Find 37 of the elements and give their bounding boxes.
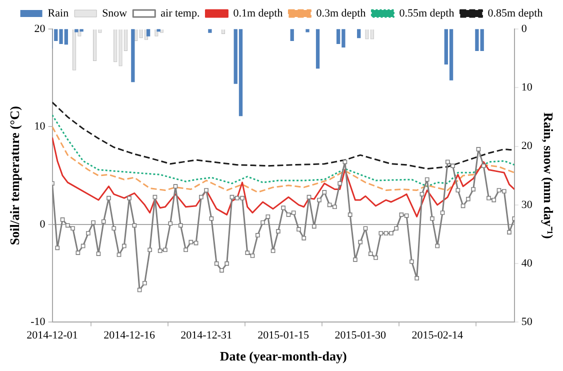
y-tick-label: -10 — [30, 316, 46, 328]
y2-tick-label: 30 — [521, 198, 533, 211]
legend-label: Rain — [48, 7, 70, 20]
line-series — [52, 114, 514, 188]
bar — [146, 29, 150, 36]
bar — [316, 29, 320, 69]
y-tick-label: 20 — [34, 22, 46, 35]
y-tick-label: 10 — [34, 120, 46, 133]
x-tick-label: 2014-12-01 — [26, 330, 78, 342]
legend-label: 0.3m depth — [316, 7, 366, 20]
y2-tick-label: 10 — [521, 82, 533, 94]
y2-axis-title: Rain, snow (mm day⁻¹) — [540, 112, 556, 239]
y2-tick-label: 40 — [521, 257, 533, 270]
legend-label: 0.55m depth — [399, 7, 455, 20]
y2-tick-label: 0 — [521, 22, 528, 35]
x-tick-label: 2015-01-30 — [334, 330, 387, 342]
y-tick-label: 0 — [40, 218, 46, 230]
x-axis-title: Date (year-month-day) — [220, 348, 347, 364]
legend-label: 0.85m depth — [488, 7, 544, 20]
x-tick-label: 2015-02-14 — [412, 330, 464, 342]
bar — [156, 29, 160, 32]
y2-tick-label: 20 — [521, 140, 533, 152]
legend-label: 0.1m depth — [233, 7, 284, 20]
legend-label: Snow — [102, 7, 128, 20]
x-tick-label: 2015-01-15 — [258, 330, 310, 342]
legend-label: air temp. — [160, 7, 200, 20]
x-tick-label: 2014-12-31 — [180, 330, 232, 342]
line-series — [52, 102, 514, 170]
y2-tick-label: 50 — [521, 316, 533, 328]
line-series — [52, 126, 514, 193]
bar — [306, 29, 310, 32]
y-axis-title: Soil/air temperature (°C) — [7, 106, 22, 246]
x-tick-label: 2014-12-16 — [104, 330, 156, 342]
bar — [290, 29, 294, 42]
bar — [208, 29, 212, 33]
bar — [131, 29, 135, 82]
bar — [357, 29, 361, 38]
